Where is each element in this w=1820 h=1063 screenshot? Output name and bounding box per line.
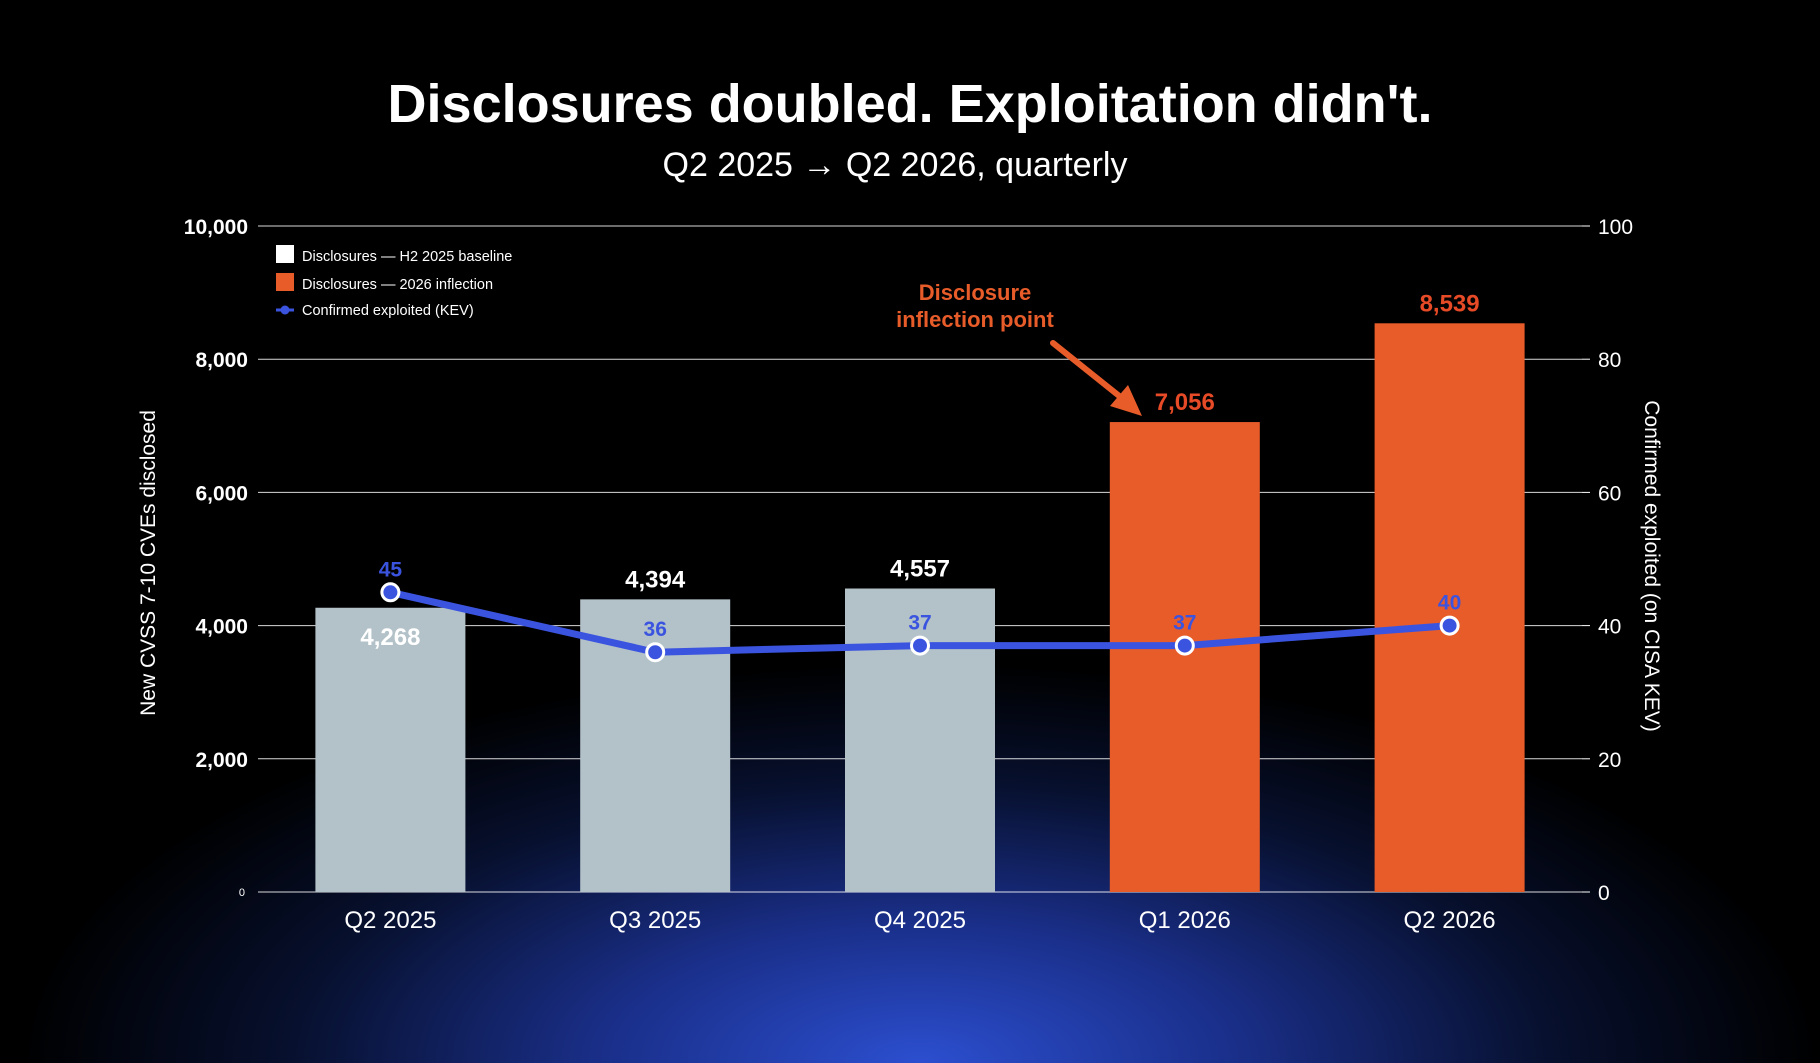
x-tick-label: Q3 2025	[609, 907, 701, 934]
kev-point	[1439, 615, 1460, 636]
bar-value-label: 4,394	[625, 566, 686, 593]
inflection-annotation: Disclosure inflection point	[896, 280, 1142, 416]
x-tick-label: Q2 2025	[344, 907, 436, 934]
x-tick-label: Q2 2026	[1404, 907, 1496, 934]
y2-tick-label: 60	[1598, 482, 1621, 505]
bar-value-label: 8,539	[1420, 290, 1480, 317]
y2-tick-label: 100	[1598, 216, 1633, 239]
y-tick-label: 4,000	[195, 616, 248, 639]
kev-point	[910, 635, 930, 656]
bars	[315, 323, 1525, 892]
annotation-arrow-head	[1110, 385, 1142, 416]
bar-value-label: 4,268	[360, 624, 420, 651]
x-tick-label: Q4 2025	[874, 907, 966, 934]
legend-swatch-inflection	[276, 273, 294, 291]
y2-tick-label: 0	[1598, 882, 1610, 905]
y-axis-label: New CVSS 7-10 CVEs disclosed	[137, 410, 160, 716]
kev-point	[645, 642, 666, 663]
annotation-line-2: inflection point	[896, 307, 1054, 332]
bar-value-label: 4,557	[890, 556, 950, 583]
y2-tick-label: 40	[1598, 616, 1621, 639]
kev-point	[380, 582, 401, 603]
bar	[1109, 422, 1260, 892]
bar	[1374, 323, 1525, 892]
y-tick-label: 6,000	[195, 482, 248, 505]
y-tick-label: 8,000	[195, 349, 248, 372]
legend-label-baseline: Disclosures — H2 2025 baseline	[302, 249, 512, 265]
legend-label-kev: Confirmed exploited (KEV)	[302, 303, 474, 319]
legend-label-inflection: Disclosures — 2026 inflection	[302, 277, 493, 293]
y-tick-label: 0	[239, 887, 245, 899]
chart-title: Disclosures doubled. Exploitation didn't…	[388, 74, 1433, 134]
kev-value-label: 40	[1438, 592, 1461, 615]
kev-value-label: 45	[379, 558, 403, 581]
category-axis-ticks: Q2 2025 Q3 2025 Q4 2025 Q1 2026 Q2 2026	[344, 907, 1495, 934]
y-tick-label: 10,000	[184, 216, 248, 239]
bar-value-label: 7,056	[1155, 389, 1215, 416]
annotation-line-1: Disclosure	[919, 280, 1032, 305]
kev-value-label: 37	[1173, 612, 1196, 635]
legend-swatch-kev-marker	[280, 305, 290, 315]
y-tick-label: 2,000	[195, 749, 248, 772]
bar-value-labels: 4,268 4,394 4,557 7,056 8,539	[360, 290, 1479, 650]
kev-line-series: 45 36 37 37 40	[379, 558, 1461, 663]
kev-value-label: 36	[644, 618, 667, 641]
y2-tick-label: 80	[1598, 349, 1621, 372]
x-tick-label: Q1 2026	[1139, 907, 1231, 934]
right-axis-ticks: 0 20 40 60 80 100	[1582, 216, 1633, 905]
bar	[315, 607, 466, 892]
legend: Disclosures — H2 2025 baseline Disclosur…	[276, 245, 512, 319]
kev-point	[1174, 635, 1195, 656]
chart-subtitle: Q2 2025 → Q2 2026, quarterly	[663, 146, 1128, 184]
annotation-arrow-shaft	[1050, 340, 1131, 406]
y2-tick-label: 20	[1598, 749, 1621, 772]
y2-axis-label: Confirmed exploited (on CISA KEV)	[1640, 400, 1663, 732]
kev-value-label: 37	[908, 612, 931, 635]
left-axis-ticks: 0 2,000 4,000 6,000 8,000 10,000	[184, 216, 248, 899]
legend-swatch-baseline	[276, 245, 294, 263]
